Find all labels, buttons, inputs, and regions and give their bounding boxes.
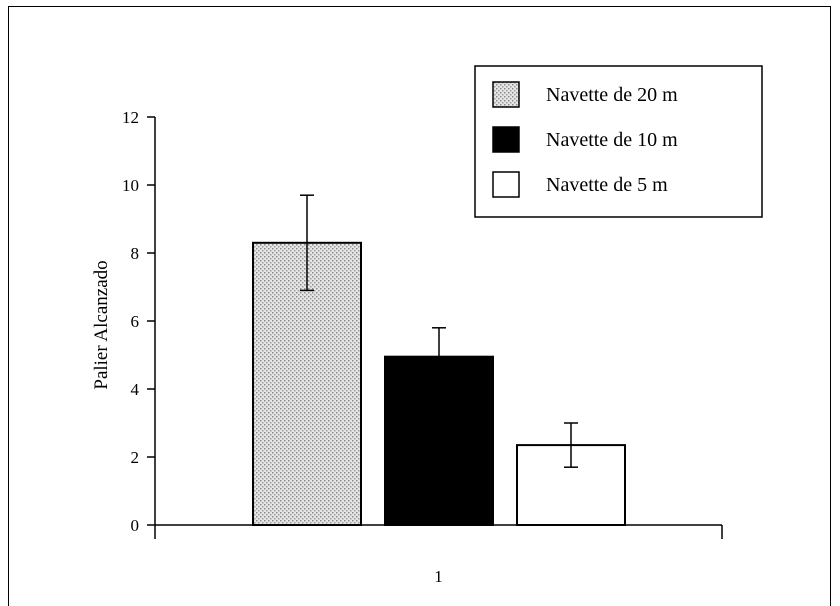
y-tick-label: 8 <box>131 244 140 263</box>
legend-box <box>474 65 763 218</box>
legend-label-3: Navette de 5 m <box>546 174 668 196</box>
x-axis: 1 <box>154 524 723 586</box>
legend-label-2: Navette de 10 m <box>546 129 678 151</box>
y-axis-label: Palier Alcanzado <box>91 260 112 389</box>
y-tick-label: 0 <box>131 516 140 535</box>
legend-label-1: Navette de 20 m <box>546 84 678 106</box>
legend-swatch-2 <box>492 126 520 153</box>
x-tick-label: 1 <box>434 567 443 586</box>
y-tick-label: 12 <box>122 108 139 127</box>
legend-swatch-3 <box>492 171 520 198</box>
chart-frame <box>8 6 831 606</box>
y-tick-label: 10 <box>122 176 139 195</box>
error-bars <box>300 194 578 468</box>
legend: Navette de 20 m Navette de 10 m Navette de… <box>474 65 763 218</box>
y-tick-label: 4 <box>131 380 140 399</box>
y-axis: 0 2 4 6 8 10 12 <box>122 108 156 535</box>
y-tick-label: 6 <box>131 312 140 331</box>
legend-swatch-1 <box>492 81 520 108</box>
y-tick-label: 2 <box>131 448 140 467</box>
